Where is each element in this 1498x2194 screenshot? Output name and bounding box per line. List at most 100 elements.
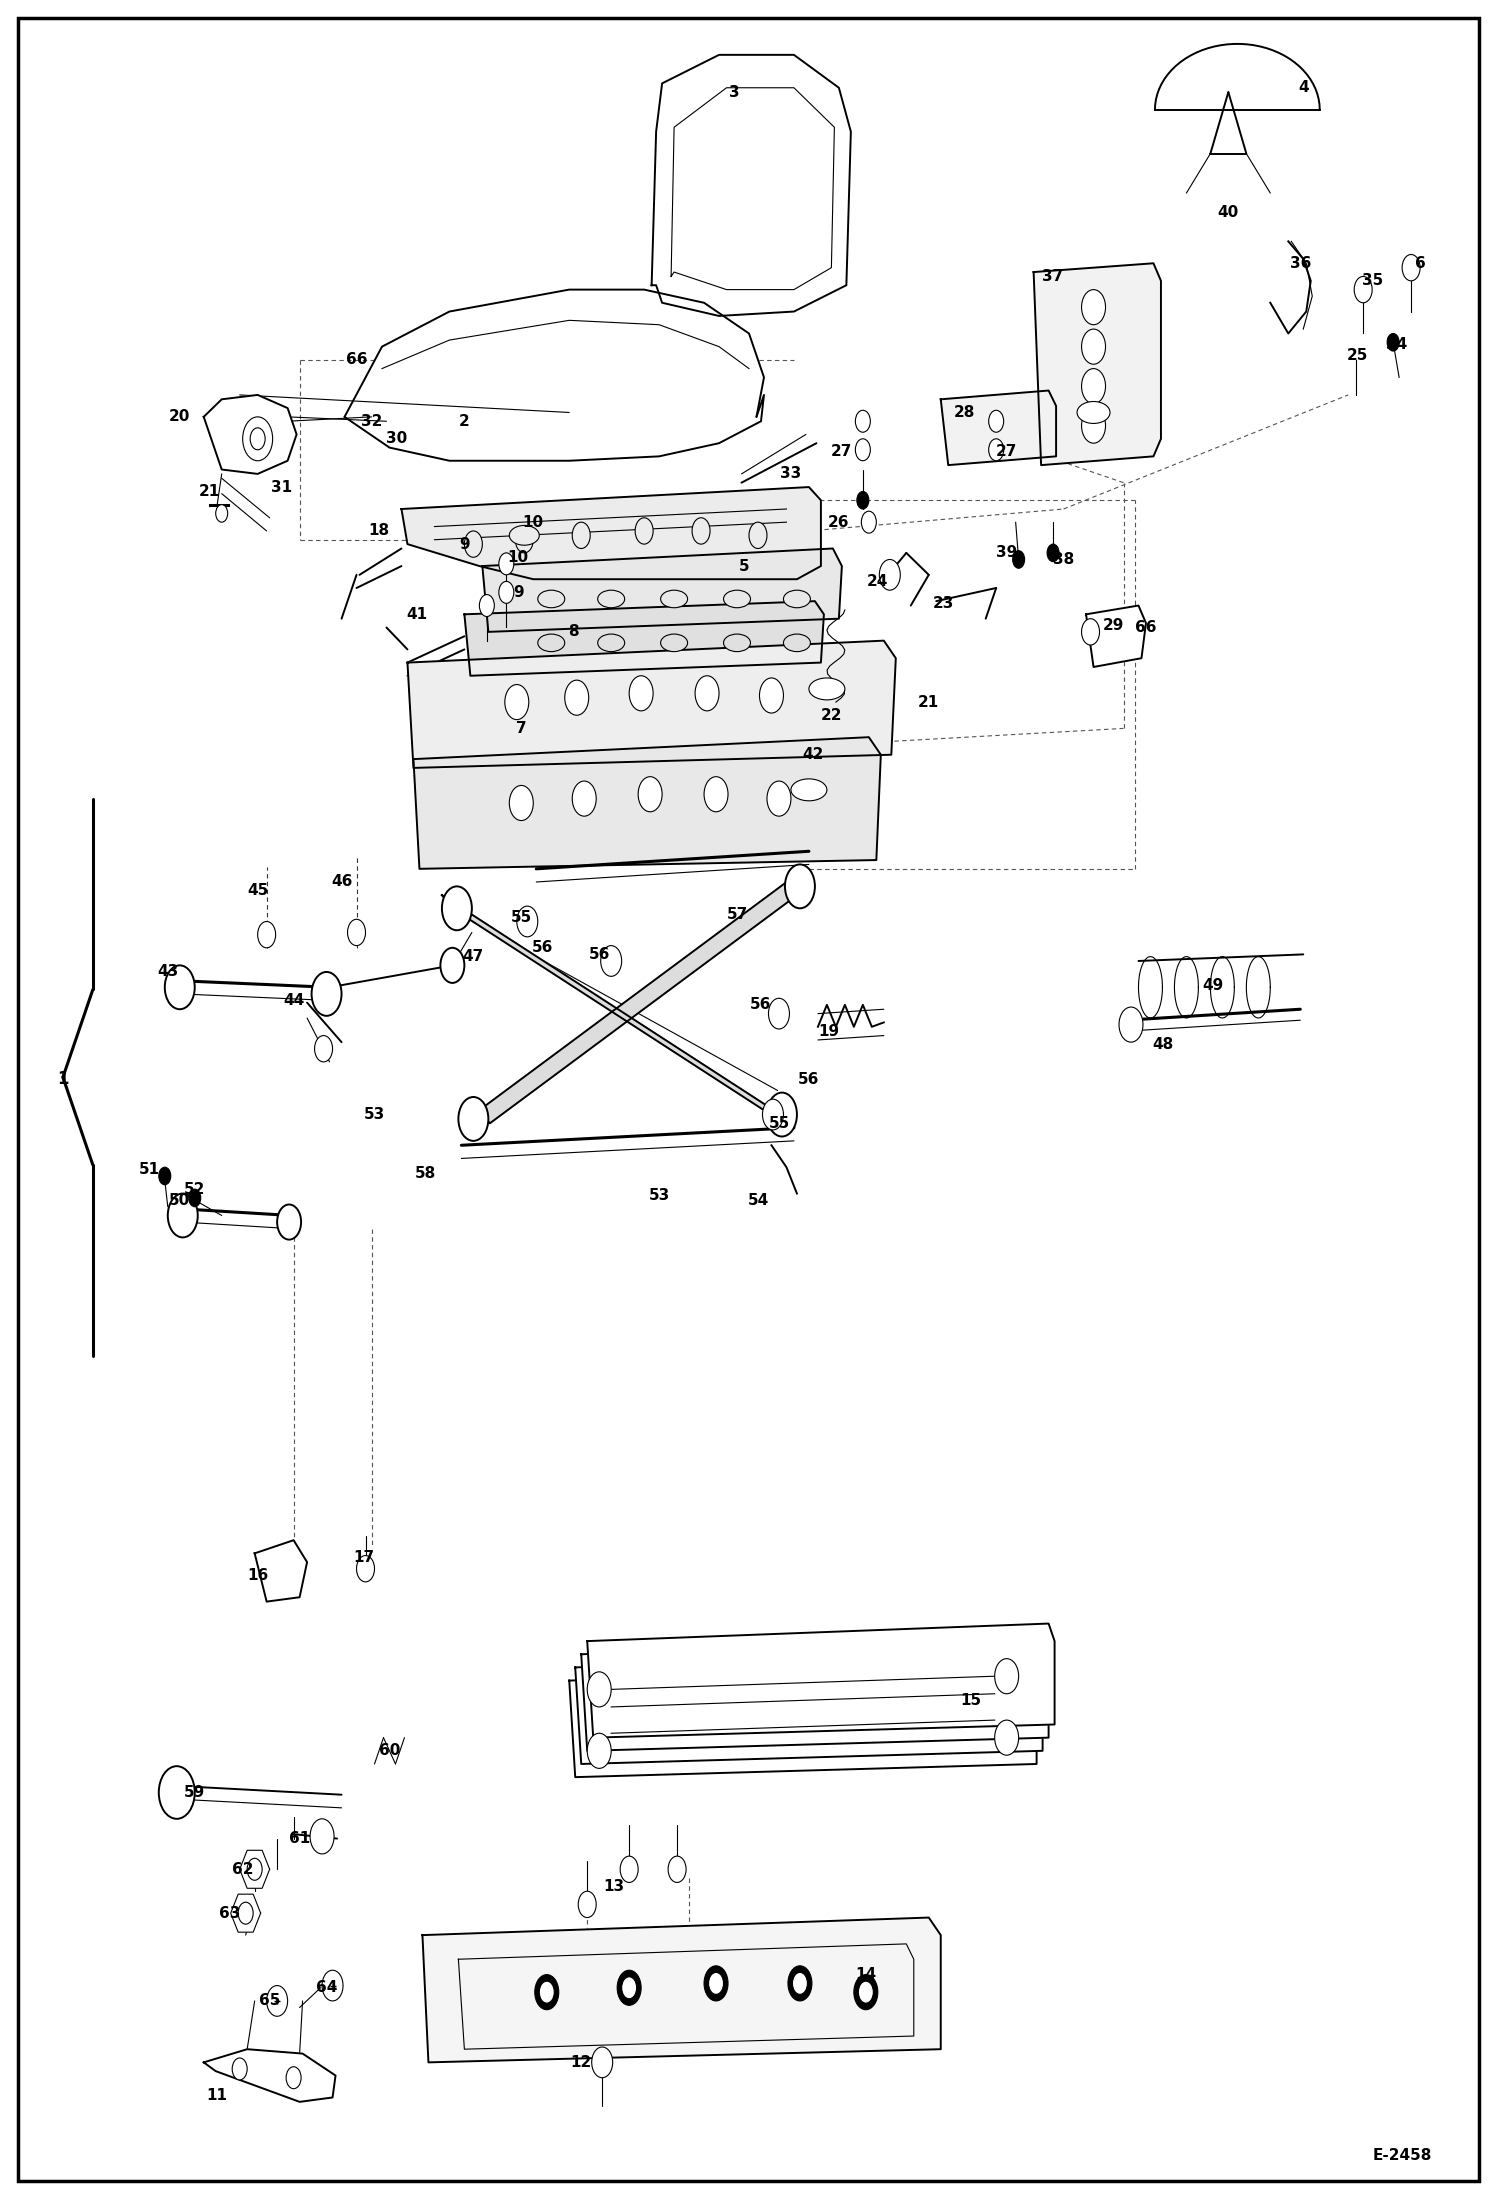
Text: 66: 66 — [346, 353, 367, 366]
Circle shape — [858, 1981, 873, 2003]
Text: 20: 20 — [169, 410, 190, 423]
Ellipse shape — [791, 779, 827, 801]
Circle shape — [785, 864, 815, 908]
Circle shape — [629, 676, 653, 711]
Circle shape — [768, 998, 789, 1029]
Text: 51: 51 — [139, 1163, 160, 1176]
Circle shape — [572, 781, 596, 816]
Text: 27: 27 — [831, 445, 852, 459]
Circle shape — [499, 553, 514, 575]
Circle shape — [638, 777, 662, 812]
Circle shape — [310, 1819, 334, 1854]
Circle shape — [499, 581, 514, 603]
Text: 11: 11 — [207, 2089, 228, 2102]
Circle shape — [464, 531, 482, 557]
Polygon shape — [464, 601, 824, 676]
Text: 18: 18 — [369, 524, 389, 538]
Text: 13: 13 — [604, 1880, 625, 1893]
Text: 24: 24 — [867, 575, 888, 588]
Ellipse shape — [598, 634, 625, 652]
Ellipse shape — [538, 634, 565, 652]
Circle shape — [1354, 276, 1372, 303]
Circle shape — [159, 1766, 195, 1819]
Text: 1: 1 — [57, 1071, 69, 1088]
Circle shape — [168, 1194, 198, 1237]
Text: 19: 19 — [818, 1025, 839, 1038]
Polygon shape — [581, 1637, 1049, 1751]
Text: 39: 39 — [996, 546, 1017, 559]
Text: 3: 3 — [728, 86, 740, 99]
Circle shape — [440, 948, 464, 983]
Circle shape — [238, 1902, 253, 1924]
Circle shape — [668, 1856, 686, 1882]
Text: 21: 21 — [199, 485, 220, 498]
Text: 53: 53 — [649, 1189, 670, 1202]
Text: 31: 31 — [271, 480, 292, 494]
Text: 30: 30 — [386, 432, 407, 445]
Text: 52: 52 — [184, 1183, 205, 1196]
Text: 28: 28 — [954, 406, 975, 419]
Ellipse shape — [783, 590, 810, 608]
Text: 65: 65 — [259, 1994, 280, 2008]
Text: 55: 55 — [511, 911, 532, 924]
Text: 56: 56 — [798, 1073, 819, 1086]
Text: 9: 9 — [458, 538, 470, 551]
Circle shape — [1082, 290, 1106, 325]
Circle shape — [695, 676, 719, 711]
Text: 64: 64 — [316, 1981, 337, 1994]
Circle shape — [243, 417, 273, 461]
Circle shape — [442, 886, 472, 930]
Text: 22: 22 — [821, 709, 842, 722]
Text: 14: 14 — [855, 1968, 876, 1981]
Circle shape — [617, 1970, 641, 2005]
Polygon shape — [407, 641, 896, 768]
Text: 57: 57 — [727, 908, 748, 921]
Circle shape — [749, 522, 767, 548]
Text: 61: 61 — [289, 1832, 310, 1845]
Text: 50: 50 — [169, 1194, 190, 1207]
Text: 66: 66 — [1135, 621, 1156, 634]
Circle shape — [1082, 408, 1106, 443]
Text: 44: 44 — [283, 994, 304, 1007]
Text: 33: 33 — [780, 467, 801, 480]
Text: 41: 41 — [406, 608, 427, 621]
Circle shape — [759, 678, 783, 713]
Circle shape — [1013, 551, 1025, 568]
Circle shape — [1082, 329, 1106, 364]
Polygon shape — [587, 1624, 1055, 1738]
Circle shape — [692, 518, 710, 544]
Circle shape — [505, 685, 529, 720]
Circle shape — [855, 410, 870, 432]
Text: 15: 15 — [960, 1694, 981, 1707]
Circle shape — [357, 1556, 374, 1582]
Circle shape — [995, 1720, 1019, 1755]
Circle shape — [1082, 619, 1100, 645]
Text: 53: 53 — [364, 1108, 385, 1121]
Text: 8: 8 — [568, 625, 580, 638]
Circle shape — [517, 906, 538, 937]
Text: 10: 10 — [508, 551, 529, 564]
Circle shape — [189, 1189, 201, 1207]
Circle shape — [622, 1977, 637, 1999]
Polygon shape — [422, 1918, 941, 2062]
Ellipse shape — [724, 634, 750, 652]
Circle shape — [515, 527, 533, 553]
Ellipse shape — [509, 527, 539, 546]
Circle shape — [855, 439, 870, 461]
Polygon shape — [231, 1893, 261, 1933]
Circle shape — [709, 1972, 724, 1994]
Text: 5: 5 — [739, 559, 750, 573]
Ellipse shape — [724, 590, 750, 608]
Circle shape — [1047, 544, 1059, 562]
Text: 55: 55 — [768, 1117, 789, 1130]
Circle shape — [989, 439, 1004, 461]
Ellipse shape — [661, 590, 688, 608]
Circle shape — [792, 1972, 807, 1994]
Polygon shape — [479, 873, 809, 1123]
Circle shape — [348, 919, 366, 946]
Ellipse shape — [598, 590, 625, 608]
Polygon shape — [413, 737, 881, 869]
Circle shape — [277, 1205, 301, 1240]
Circle shape — [509, 785, 533, 821]
Text: 37: 37 — [1043, 270, 1064, 283]
